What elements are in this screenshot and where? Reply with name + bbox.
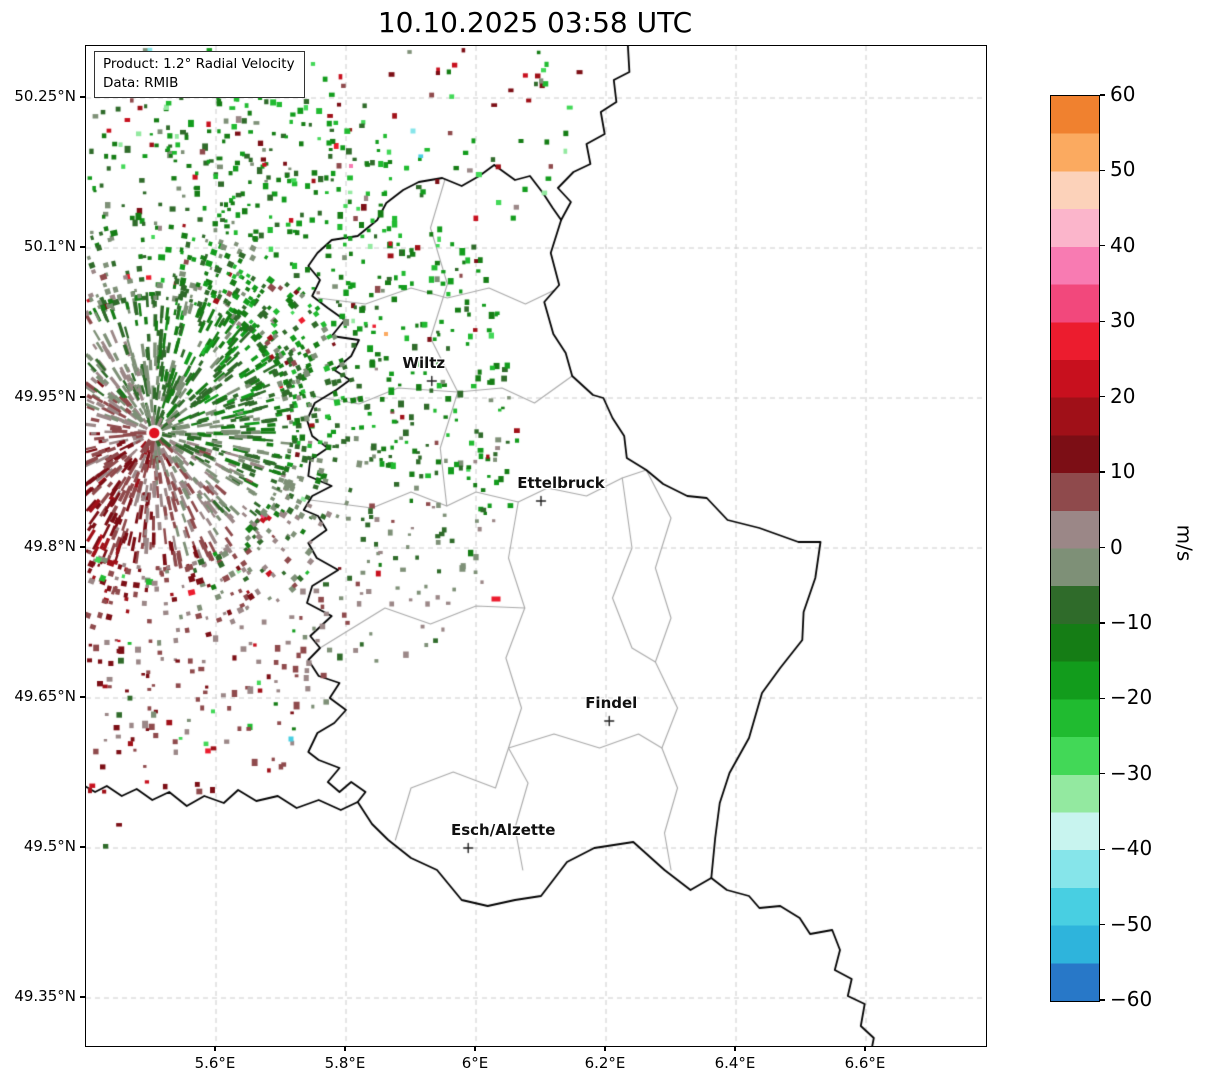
x-tick-label: 5.8°E [324,1054,366,1072]
colorbar-tick-mark [1100,169,1105,171]
colorbar-tick-mark [1100,773,1105,775]
y-tick-label: 49.65°N [14,687,76,705]
x-tick-label: 6.6°E [844,1054,886,1072]
y-tick-mark [80,96,85,98]
colorbar-tick-mark [1100,320,1105,322]
y-tick-mark [80,546,85,548]
colorbar-tick-label: −20 [1110,685,1153,710]
radar-data-canvas [86,46,986,1046]
colorbar-tick-mark [1100,697,1105,699]
x-tick-label: 6.2°E [584,1054,626,1072]
x-tick-mark [474,1046,476,1051]
colorbar-tick-label: 50 [1110,157,1136,182]
product-info-box: Product: 1.2° Radial Velocity Data: RMIB [94,51,305,98]
colorbar-tick-mark [1100,622,1105,624]
y-tick-mark [80,996,85,998]
colorbar-tick-label: 60 [1110,82,1136,106]
map-plot-area: Product: 1.2° Radial Velocity Data: RMIB… [85,45,987,1047]
x-tick-mark [604,1046,606,1051]
colorbar-tick-mark [1100,471,1105,473]
colorbar-tick-label: −50 [1110,911,1153,936]
colorbar-tick-label: 40 [1110,232,1136,257]
x-tick-mark [344,1046,346,1051]
colorbar-tick-mark [1100,396,1105,398]
colorbar-tick-label: 10 [1110,459,1136,484]
y-tick-label: 49.5°N [23,837,76,855]
y-tick-label: 49.95°N [14,387,76,405]
colorbar-tick-label: −30 [1110,760,1153,785]
y-tick-label: 49.8°N [23,537,76,555]
colorbar-tick-mark [1100,245,1105,247]
colorbar-tick-mark [1100,848,1105,850]
y-tick-label: 50.25°N [14,87,76,105]
x-tick-mark [214,1046,216,1051]
x-tick-label: 5.6°E [194,1054,236,1072]
y-tick-label: 49.35°N [14,987,76,1005]
y-tick-mark [80,696,85,698]
x-tick-label: 6°E [461,1054,489,1072]
x-tick-mark [864,1046,866,1051]
data-source-label: Data: RMIB [103,74,179,91]
y-tick-mark [80,846,85,848]
colorbar-tick-mark [1100,999,1105,1001]
colorbar-tick-label: −10 [1110,609,1153,634]
product-label: Product: 1.2° Radial Velocity [103,56,295,72]
x-tick-label: 6.4°E [714,1054,756,1072]
colorbar-tick-label: 0 [1110,534,1123,559]
colorbar [1050,95,1100,1002]
y-tick-mark [80,396,85,398]
colorbar-tick-label: 20 [1110,383,1136,408]
y-tick-mark [80,246,85,248]
colorbar-tick-mark [1100,94,1105,96]
colorbar-tick-label: −40 [1110,836,1153,861]
y-tick-label: 50.1°N [23,237,76,255]
figure-title: 10.10.2025 03:58 UTC [377,6,693,39]
x-tick-mark [734,1046,736,1051]
colorbar-tick-mark [1100,923,1105,926]
colorbar-tick-label: −60 [1110,987,1153,1011]
colorbar-tick-mark [1100,546,1105,549]
colorbar-unit-label: m/s [1172,524,1197,562]
colorbar-tick-label: 30 [1110,308,1136,333]
